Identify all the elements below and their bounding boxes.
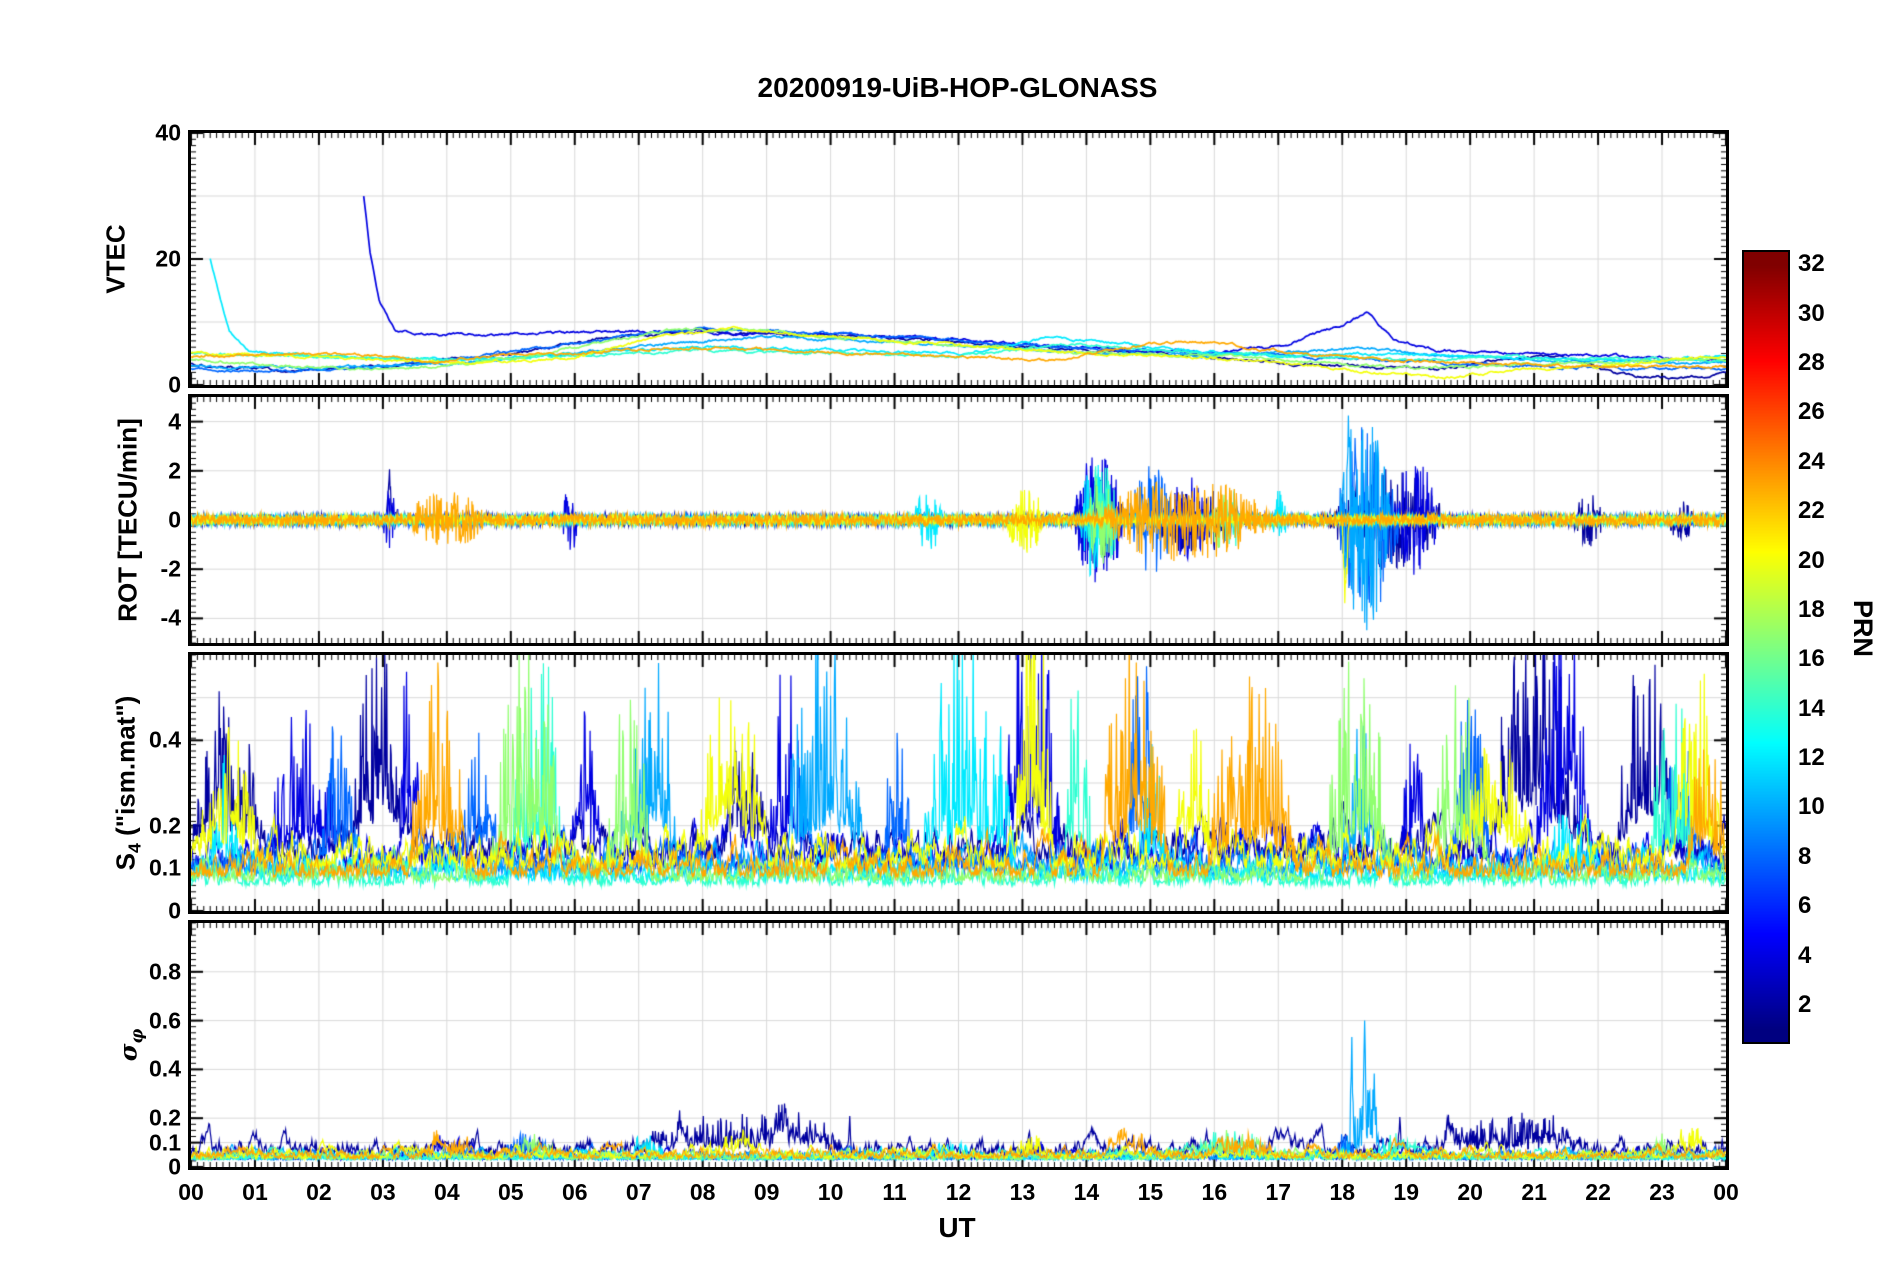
x-tick-label: 01 xyxy=(242,1179,268,1205)
colorbar-tick-label: 18 xyxy=(1798,595,1825,623)
colorbar-tick-label: 4 xyxy=(1798,941,1812,969)
colorbar-label: PRN xyxy=(1848,600,1878,658)
vtec-plot xyxy=(191,133,1726,385)
x-tick-label: 18 xyxy=(1329,1179,1356,1205)
colorbar-tick-label: 10 xyxy=(1798,793,1825,821)
y-tick-label: -4 xyxy=(160,604,181,631)
rot-plot xyxy=(191,397,1726,643)
x-tick-label: 13 xyxy=(1009,1179,1036,1205)
x-tick-label: 23 xyxy=(1649,1179,1675,1205)
ylabel-text: ROT [TECU/min] xyxy=(112,418,143,622)
x-tick-label: 14 xyxy=(1073,1179,1100,1205)
y-tick-label: 40 xyxy=(155,119,181,146)
colorbar-tick-label: 26 xyxy=(1798,398,1825,426)
x-tick-label: 16 xyxy=(1201,1179,1228,1205)
s4-plot xyxy=(191,655,1726,911)
x-tick-label: 08 xyxy=(689,1179,716,1205)
y-tick-label: 0.2 xyxy=(149,1104,181,1131)
y-tick-label: 0.8 xyxy=(149,958,181,985)
colorbar-tick-label: 12 xyxy=(1798,744,1825,772)
sigma-phi-plot xyxy=(191,923,1726,1167)
x-tick-label: 04 xyxy=(434,1179,460,1205)
y-tick-label: 0.6 xyxy=(149,1007,181,1034)
y-tick-label: 0 xyxy=(168,371,181,398)
y-axis-label-sigma-phi: σφ xyxy=(114,1029,147,1061)
colorbar-tick-label: 24 xyxy=(1798,447,1825,475)
colorbar-tick-label: 20 xyxy=(1798,546,1825,574)
y-tick-label: 20 xyxy=(155,245,181,272)
colorbar xyxy=(1742,250,1790,1044)
colorbar-tick-label: 14 xyxy=(1798,694,1825,722)
colorbar-tick-label: 22 xyxy=(1798,497,1825,525)
y-tick-label: 0.1 xyxy=(149,854,181,881)
colorbar-tick-label: 30 xyxy=(1798,299,1825,327)
x-tick-label: 15 xyxy=(1137,1179,1164,1205)
colorbar-tick-label: 28 xyxy=(1798,349,1825,377)
x-axis-label: UT xyxy=(938,1212,976,1243)
ylabel-rest: ("ism.mat") xyxy=(110,695,141,844)
x-tick-label: 19 xyxy=(1393,1179,1419,1205)
x-tick-label: 12 xyxy=(945,1179,972,1205)
ylabel-sub: φ xyxy=(127,1028,147,1044)
x-tick-label: 09 xyxy=(753,1179,780,1205)
y-tick-label: 0 xyxy=(168,897,181,924)
y-tick-label: 2 xyxy=(168,457,181,484)
ylabel-sub: 4 xyxy=(124,843,145,853)
y-axis-label-vtec: VTEC xyxy=(100,224,135,293)
y-axis-label-rot: ROT [TECU/min] xyxy=(112,418,147,622)
y-tick-label: 0.2 xyxy=(149,812,181,839)
x-tick-label: 11 xyxy=(882,1179,907,1205)
x-tick-label: 07 xyxy=(625,1179,652,1205)
colorbar-tick-label: 6 xyxy=(1798,892,1812,920)
ylabel-text: σ xyxy=(113,1043,143,1062)
x-tick-label: 00 xyxy=(1713,1179,1739,1205)
colorbar-tick-label: 8 xyxy=(1798,842,1812,870)
y-tick-label: 0.1 xyxy=(149,1129,181,1156)
colorbar-tick-label: 32 xyxy=(1798,250,1825,278)
x-tick-label: 22 xyxy=(1585,1179,1611,1205)
y-tick-label: -2 xyxy=(160,555,181,582)
colorbar-tick-label: 2 xyxy=(1798,990,1812,1018)
x-tick-label: 10 xyxy=(817,1179,844,1205)
colorbar-tick-label: 16 xyxy=(1798,645,1825,673)
panel-rot xyxy=(188,394,1729,646)
x-tick-label: 02 xyxy=(306,1179,332,1205)
x-tick-label: 00 xyxy=(178,1179,204,1205)
ylabel-text: S xyxy=(110,852,141,871)
y-tick-label: 0.4 xyxy=(149,726,181,753)
x-tick-label: 17 xyxy=(1265,1179,1292,1205)
y-tick-label: 4 xyxy=(168,408,181,435)
y-tick-label: 0 xyxy=(168,506,181,533)
panel-vtec xyxy=(188,130,1729,388)
x-tick-label: 06 xyxy=(561,1179,588,1205)
y-tick-label: 0 xyxy=(168,1153,181,1180)
ylabel-text: VTEC xyxy=(100,224,131,294)
y-tick-label: 0.4 xyxy=(149,1055,181,1082)
chart-title: 20200919-UiB-HOP-GLONASS xyxy=(757,72,1158,103)
panel-s4 xyxy=(188,652,1729,914)
panel-sigma-phi xyxy=(188,920,1729,1170)
y-axis-label-s4: S4 ("ism.mat") xyxy=(110,696,145,871)
x-tick-label: 21 xyxy=(1521,1179,1547,1205)
x-tick-label: 20 xyxy=(1457,1179,1483,1205)
x-tick-label: 03 xyxy=(370,1179,396,1205)
x-tick-label: 05 xyxy=(497,1179,524,1205)
